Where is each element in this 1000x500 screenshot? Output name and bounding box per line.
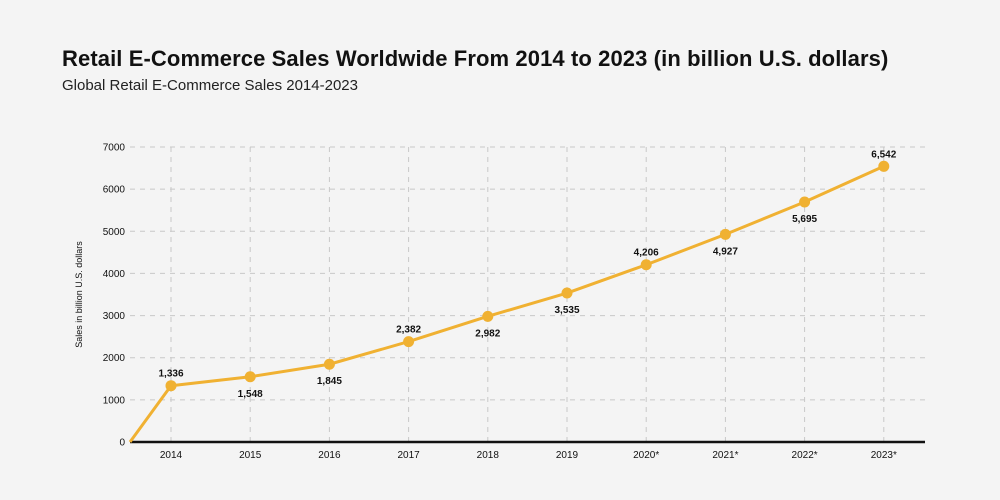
data-point	[719, 228, 731, 240]
data-label: 3,535	[554, 305, 579, 316]
x-tick-label: 2016	[318, 450, 341, 461]
y-tick-label: 5000	[103, 227, 126, 238]
x-tick-label: 2014	[160, 450, 183, 461]
data-label: 2,382	[396, 325, 421, 336]
series-line	[128, 164, 885, 443]
data-label: 4,927	[713, 246, 738, 257]
data-point	[878, 160, 890, 172]
x-tick-label: 2019	[556, 450, 579, 461]
data-point	[403, 336, 415, 348]
y-tick-label: 3000	[103, 311, 126, 322]
y-tick-label: 7000	[103, 143, 126, 154]
y-tick-label: 0	[119, 438, 125, 449]
data-point	[482, 310, 494, 322]
x-tick-label: 2022*	[792, 450, 818, 461]
chart-title: Retail E-Commerce Sales Worldwide From 2…	[62, 46, 889, 71]
x-tick-label: 2020*	[633, 450, 659, 461]
y-tick-label: 1000	[103, 395, 126, 406]
y-tick-label: 2000	[103, 353, 126, 364]
data-point	[799, 196, 811, 208]
y-tick-label: 4000	[103, 269, 126, 280]
data-label: 2,982	[475, 328, 500, 339]
x-tick-label: 2017	[397, 450, 420, 461]
data-label: 4,206	[634, 248, 659, 259]
data-label: 5,695	[792, 214, 817, 225]
data-label: 1,548	[238, 389, 263, 400]
data-point	[640, 259, 652, 271]
x-tick-label: 2015	[239, 450, 262, 461]
data-label: 6,542	[871, 149, 896, 160]
x-tick-label: 2021*	[712, 450, 738, 461]
data-label: 1,845	[317, 376, 342, 387]
data-point	[561, 287, 573, 299]
x-tick-label: 2023*	[871, 450, 897, 461]
chart-subtitle: Global Retail E-Commerce Sales 2014-2023	[62, 77, 358, 94]
data-point	[323, 358, 335, 370]
x-tick-label: 2018	[477, 450, 500, 461]
y-axis-title: Sales in billion U.S. dollars	[74, 241, 84, 348]
y-tick-label: 6000	[103, 185, 126, 196]
data-point	[244, 371, 256, 383]
data-point	[165, 380, 177, 392]
data-label: 1,336	[158, 369, 183, 380]
